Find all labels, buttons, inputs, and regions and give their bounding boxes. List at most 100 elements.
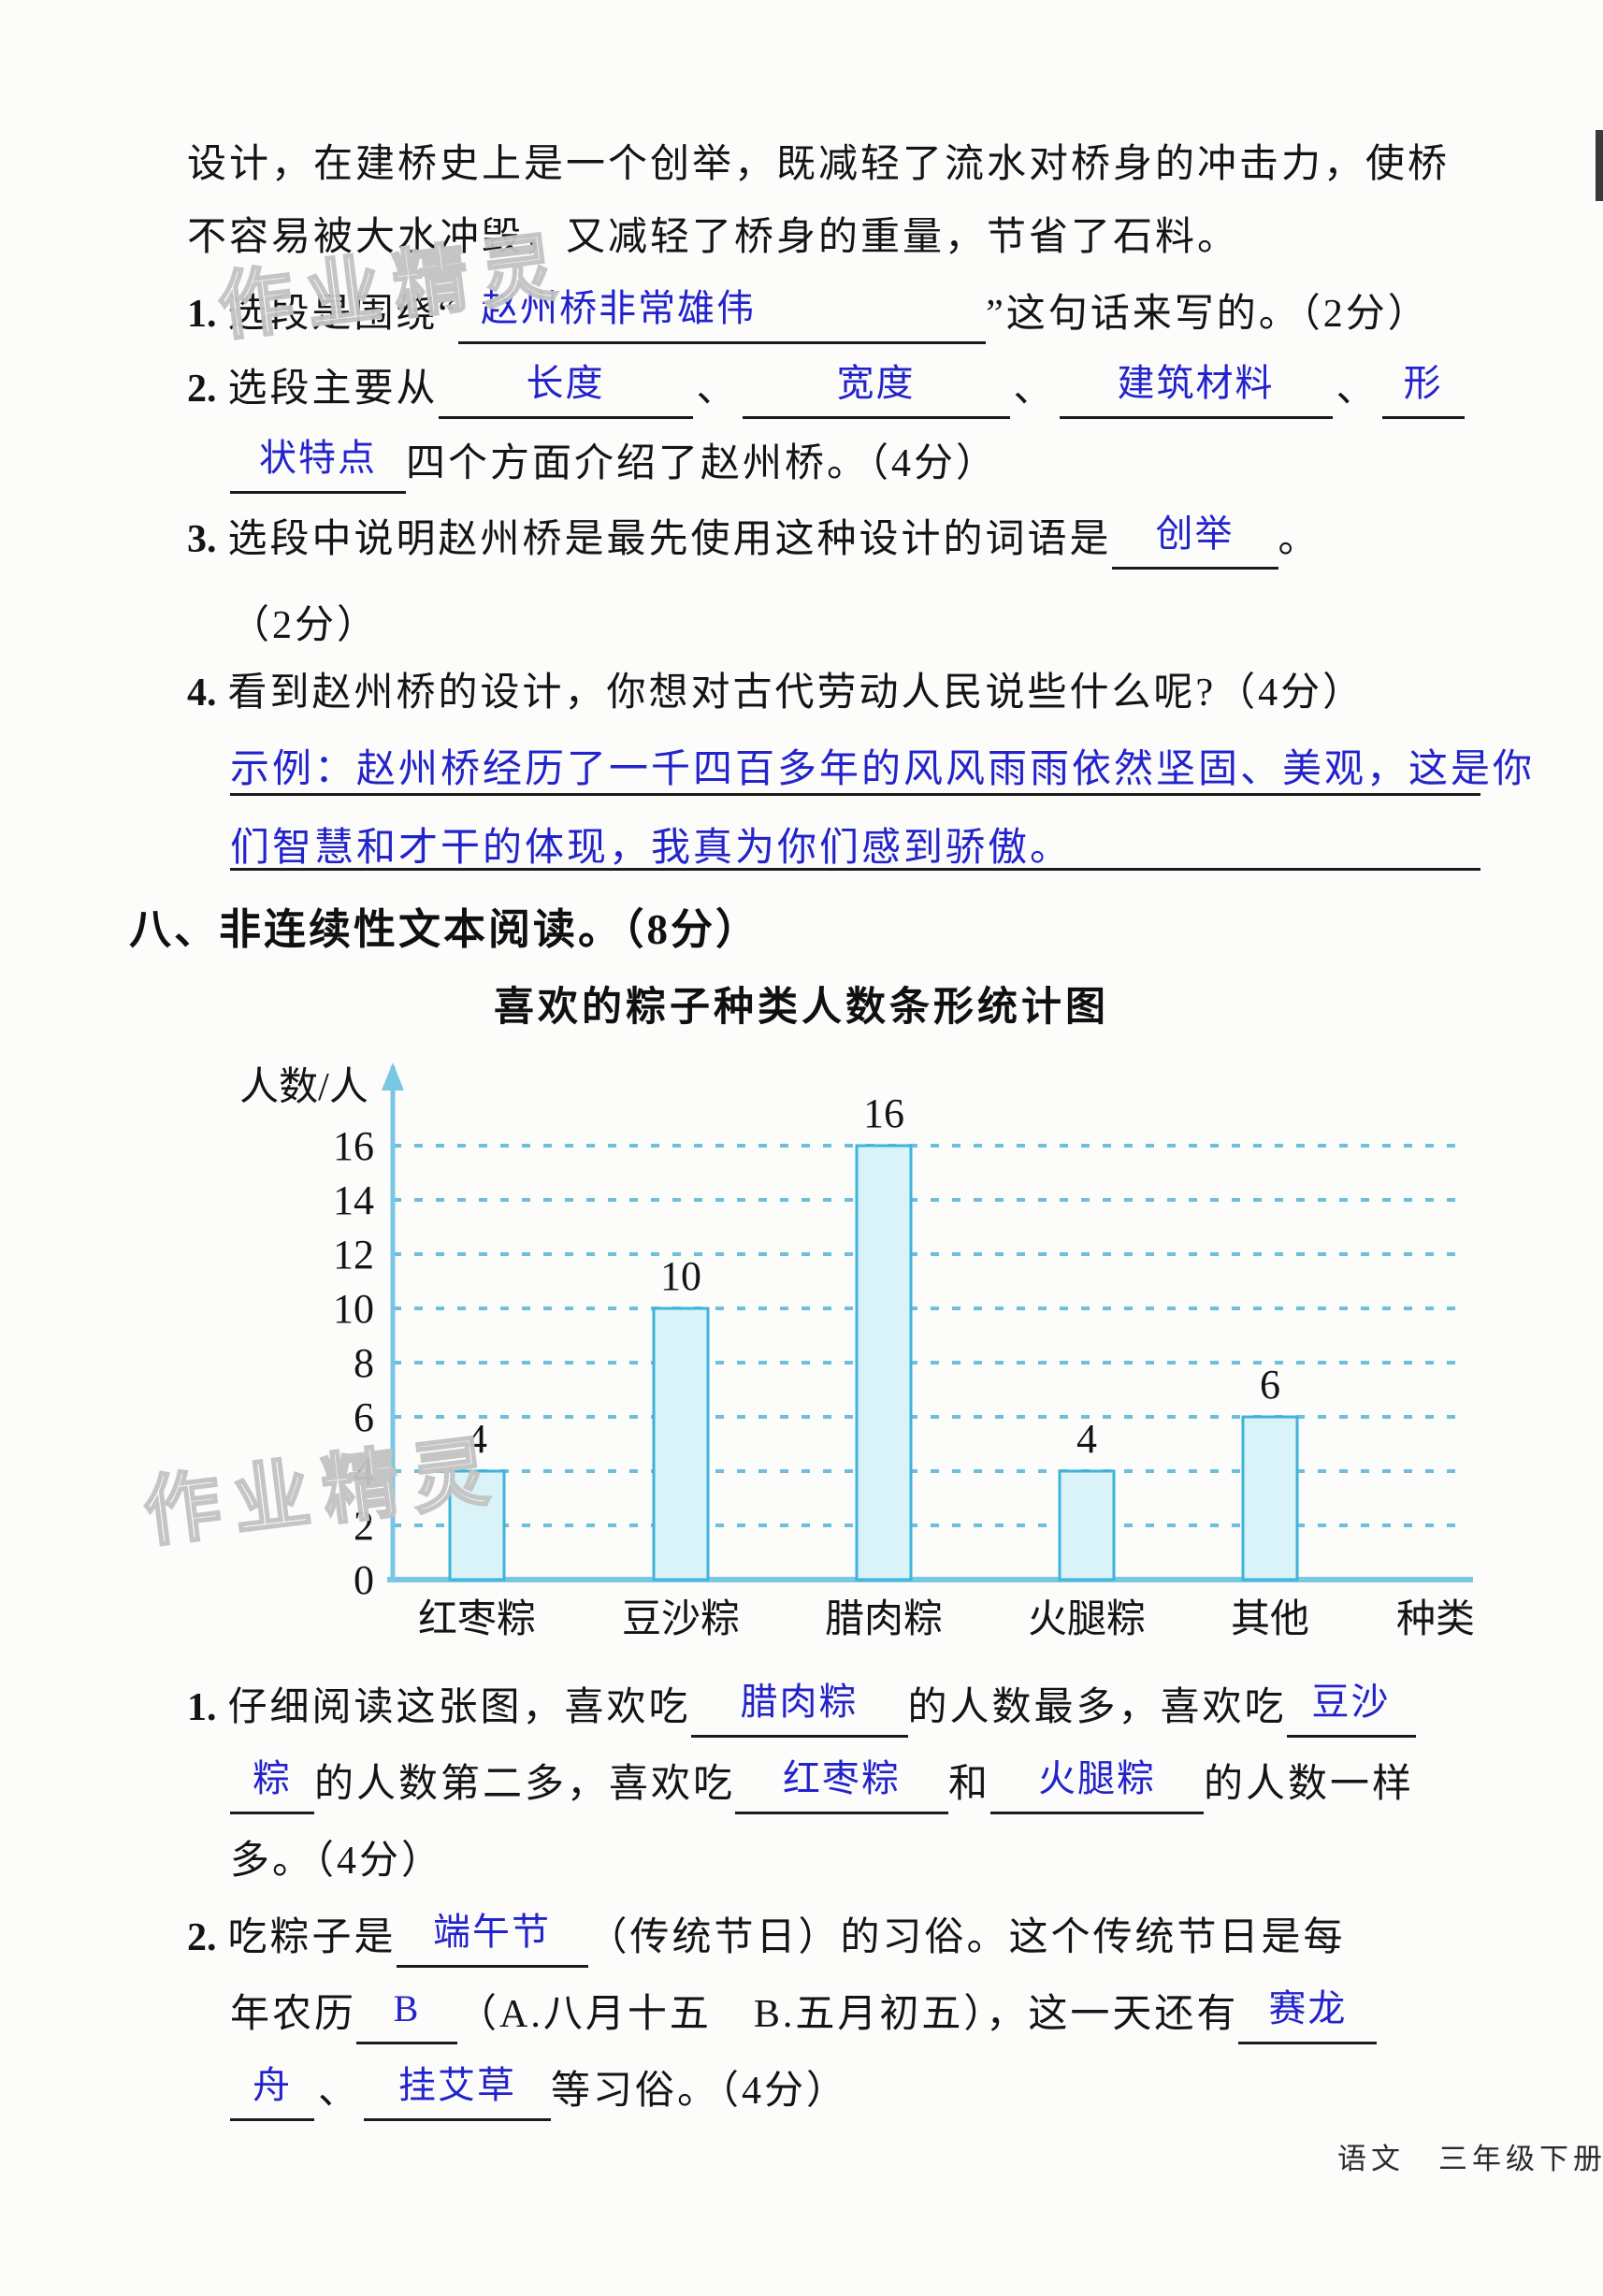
question-4-number: 4. [187, 671, 217, 715]
bar-chart: 0 2 4 6 8 10 12 14 16 人数/人 种类 4 红枣粽 10 豆沙粽 16 腊肉粽 4 火腿粽 6 其他 [210, 1027, 1515, 1686]
answer-blank-q3: 创举 [1111, 513, 1278, 570]
answer-blank-q2-3: 建筑材料 [1059, 362, 1333, 419]
answer-text: 端午节 [433, 1911, 552, 1953]
question-2-post: 四个方面介绍了赵州桥。（4分） [406, 442, 999, 485]
chart-question-1: 1. 仔细阅读这张图，喜欢吃 腊肉粽 的人数最多，喜欢吃 豆沙 [187, 1681, 1416, 1738]
answer-line-1: 示例：赵州桥经历了一千四百多年的风风雨雨依然坚固、美观，这是你 [230, 737, 1532, 796]
cq1-post: 的人数一样 [1204, 1763, 1415, 1806]
answer-blank-cq1-2b: 粽 [230, 1757, 314, 1814]
answer-blank-cq1-2a: 豆沙 [1286, 1681, 1416, 1738]
chart-question-1-continued: 粽的人数第二多，喜欢吃 红枣粽 和 火腿粽 的人数一样 [230, 1757, 1415, 1814]
answer-blank-cq1-4: 火腿粽 [990, 1757, 1205, 1814]
y-tick-label: 10 [333, 1286, 374, 1332]
x-category-label: 腊肉粽 [825, 1598, 943, 1641]
answer-text: 腊肉粽 [740, 1681, 859, 1723]
bar-value-label: 6 [1260, 1362, 1280, 1408]
cq1-mid2: 的人数第二多，喜欢吃 [314, 1763, 736, 1806]
chart-question-2-tail: 舟、挂艾草 等习俗。（4分） [230, 2064, 849, 2121]
cq2-mid1: （传统节日）的习俗。这个传统节日是每 [587, 1916, 1346, 1959]
answer-text: 赵州桥非常雄伟 [481, 287, 757, 329]
question-3-number: 3. [187, 518, 217, 561]
answer-text: 建筑材料 [1117, 362, 1275, 404]
y-axis-label: 人数/人 [239, 1066, 368, 1109]
answer-text: 状特点 [259, 437, 377, 479]
cq2-mid2: （A.八月十五 B.五月初五），这一天还有 [457, 1993, 1239, 2036]
answer-text: 红枣粽 [783, 1757, 902, 1799]
bar-value-label: 4 [1076, 1416, 1097, 1462]
x-axis-label: 种类 [1396, 1598, 1475, 1641]
answer-text: 豆沙 [1311, 1681, 1391, 1723]
question-1-number: 1. [187, 293, 217, 336]
answer-blank-cq1-3: 红枣粽 [735, 1757, 949, 1814]
answer-text: 舟 [253, 2064, 292, 2106]
y-tick-label: 16 [333, 1123, 374, 1169]
page-footer: 语文 三年级下册 [1337, 2143, 1603, 2175]
cq1-pre: 仔细阅读这张图，喜欢吃 [227, 1686, 691, 1729]
question-4-text: 看到赵州桥的设计，你想对古代劳动人民说些什么呢?（4分） [227, 671, 1365, 715]
answer-text: 赛龙 [1268, 1987, 1348, 2029]
bar-value-label: 4 [467, 1416, 487, 1462]
question-2: 2. 选段主要从 长度、宽度、建筑材料、形 [187, 362, 1465, 419]
question-4: 4. 看到赵州桥的设计，你想对古代劳动人民说些什么呢?（4分） [187, 669, 1365, 718]
x-category-label: 豆沙粽 [622, 1598, 740, 1641]
passage-line-1: 设计，在建桥史上是一个创举，既减轻了流水对桥身的冲击力，使桥 [187, 143, 1451, 186]
answer-blank-cq2-2: B [356, 1987, 458, 2044]
question-3-pre: 选段中说明赵州桥是最先使用这种设计的词语是 [227, 518, 1112, 561]
chart-bar [1058, 1469, 1116, 1581]
y-tick-label: 4 [354, 1449, 374, 1495]
answer-blank-cq2-3a: 赛龙 [1238, 1987, 1378, 2044]
y-tick-label: 12 [333, 1232, 374, 1278]
question-3-score: （2分） [230, 604, 380, 647]
answer-line-2: 们智慧和才干的体现，我真为你们感到骄傲。 [230, 816, 1480, 871]
cq2-line2-pre: 年农历 [230, 1993, 357, 2036]
answer-blank-q2-4a: 形 [1381, 362, 1465, 419]
question-2-number: 2. [187, 368, 217, 411]
chart-bar [652, 1307, 710, 1581]
question-2-continued: 状特点 四个方面介绍了赵州桥。（4分） [230, 437, 999, 494]
x-category-label: 其他 [1231, 1598, 1309, 1641]
y-tick-label: 0 [354, 1557, 374, 1603]
cq2-post: 等习俗。（4分） [551, 2070, 849, 2113]
answer-text: 宽度 [836, 362, 916, 404]
y-tick-label: 8 [354, 1340, 374, 1386]
answer-text: 粽 [253, 1757, 292, 1799]
question-3-post: 。 [1278, 518, 1321, 561]
answer-text: 火腿粽 [1038, 1757, 1157, 1799]
separator: 、 [318, 2070, 361, 2113]
question-2-pre: 选段主要从 [227, 368, 439, 411]
answer-blank-cq2-4: 挂艾草 [364, 2064, 552, 2121]
x-category-label: 火腿粽 [1028, 1598, 1146, 1641]
cq2-pre: 吃粽子是 [227, 1916, 397, 1959]
answer-blank-cq2-3b: 舟 [230, 2064, 314, 2121]
x-category-label: 红枣粽 [418, 1598, 536, 1641]
y-tick-label: 6 [354, 1394, 374, 1440]
answer-blank-cq1-1: 腊肉粽 [690, 1681, 908, 1738]
answer-blank-q2-4b: 状特点 [230, 437, 406, 494]
cq1-mid3: 和 [948, 1763, 991, 1806]
bar-value-label: 16 [863, 1090, 904, 1136]
answer-blank-q2-2: 宽度 [742, 362, 1010, 419]
chart-question-2-continued: 年农历 B （A.八月十五 B.五月初五），这一天还有 赛龙 [230, 1987, 1378, 2044]
answer-text: 长度 [526, 362, 605, 404]
separator: 、 [696, 368, 739, 411]
chart-question-1-tail: 多。（4分） [230, 1840, 444, 1883]
separator: 、 [1336, 368, 1379, 411]
question-3: 3. 选段中说明赵州桥是最先使用这种设计的词语是 创举 。 [187, 513, 1321, 570]
question-1-post: ”这句话来写的。（2分） [986, 293, 1430, 336]
answer-text: 挂艾草 [398, 2064, 517, 2106]
answer-text: B [393, 1987, 421, 2029]
chart-bar [1241, 1415, 1299, 1581]
y-axis-arrow [382, 1062, 404, 1090]
bar-chart-svg: 0 2 4 6 8 10 12 14 16 人数/人种类 4 红枣粽 10 豆沙粽 16 腊肉粽 4 火腿粽 6 其他 [239, 1062, 1475, 1641]
answer-text: 创举 [1155, 513, 1235, 555]
passage-line-2: 不容易被大水冲毁，又减轻了桥身的重量，节省了石料。 [187, 216, 1240, 259]
chart-question-2: 2. 吃粽子是 端午节 （传统节日）的习俗。这个传统节日是每 [187, 1911, 1346, 1968]
chart-bar [448, 1469, 506, 1581]
answer-text: 形 [1403, 362, 1443, 404]
y-tick-label: 2 [354, 1503, 374, 1549]
section-heading: 八、非连续性文本阅读。（8分） [129, 906, 761, 953]
chart-bar [855, 1144, 913, 1581]
separator: 、 [1013, 368, 1056, 411]
question-1: 1. 选段是围绕“ 赵州桥非常雄伟 ”这句话来写的。（2分） [187, 287, 1430, 344]
